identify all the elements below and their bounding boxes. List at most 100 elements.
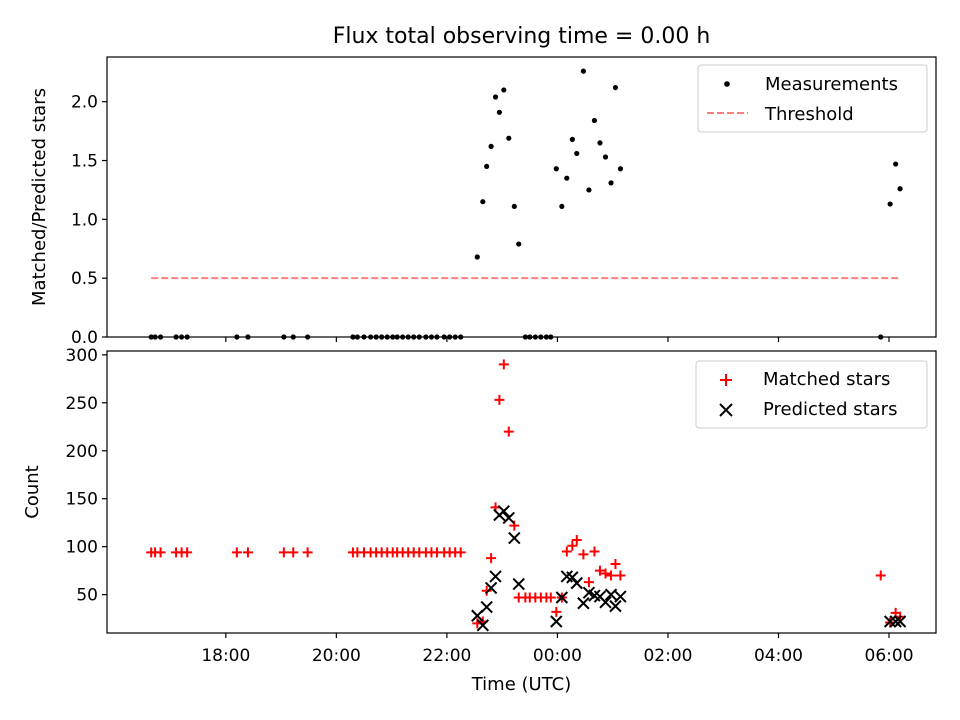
top-panel: 0.00.51.01.52.0 Matched/Predicted stars … (29, 56, 937, 348)
matched-star-point (288, 547, 299, 558)
measurement-point (597, 140, 603, 146)
matched-star-point (545, 592, 556, 603)
measurement-point (574, 150, 580, 157)
top-y-tick-label: 1.0 (71, 210, 98, 230)
bottom-y-tick-label: 50 (76, 586, 98, 606)
bottom-axes-frame (106, 350, 937, 634)
measurement-point (480, 199, 486, 205)
bottom-y-tick-label: 250 (66, 394, 98, 414)
chart-title: Flux total observing time = 0.00 h (333, 24, 711, 49)
measurement-point (580, 68, 586, 74)
predicted-star-point (889, 615, 902, 628)
predicted-star-point (577, 597, 590, 610)
x-tick-label: 22:00 (422, 646, 471, 666)
predicted-star-point (484, 581, 498, 595)
matched-star-point (610, 558, 621, 569)
measurement-point (893, 161, 899, 167)
matched-star-point (615, 570, 626, 581)
measurement-point (617, 166, 624, 172)
matched-star-point (231, 547, 242, 558)
matched-star-point (455, 547, 466, 558)
measurement-point (559, 203, 565, 210)
matched-star-point (302, 547, 313, 558)
bottom-y-axis-label: Count (22, 465, 43, 518)
top-y-axis-label: Matched/Predicted stars (29, 88, 50, 306)
x-marker-icon (719, 403, 733, 417)
plus-marker-icon (720, 374, 732, 386)
predicted-star-point (502, 511, 515, 525)
bottom-panel: 50 100 150 200 250 300 18:00 20:00 22:00 00:00 02… (22, 346, 937, 695)
x-tick-label: 02:00 (643, 646, 692, 666)
matched-star-point (567, 540, 578, 551)
bottom-y-tick-label: 100 (66, 538, 98, 558)
measurement-point (887, 201, 893, 207)
measurement-point (496, 109, 502, 115)
predicted-star-point (480, 600, 493, 614)
measurement-point (612, 84, 619, 91)
matched-star-point (278, 547, 289, 558)
matched-star-point (182, 547, 193, 558)
predicted-star-point (604, 588, 618, 601)
matched-star-point (583, 577, 594, 588)
matched-star-point (578, 549, 589, 560)
x-tick-label: 06:00 (865, 646, 914, 666)
predicted-star-point (570, 576, 583, 590)
x-tick-label: 04:00 (754, 646, 803, 666)
top-y-tick-label: 1.5 (71, 152, 98, 172)
matched-star-point (481, 585, 492, 596)
matched-star-point (242, 547, 253, 558)
top-plot-area (148, 68, 903, 340)
predicted-star-point (883, 615, 897, 628)
x-tick-label: 00:00 (533, 646, 582, 666)
measurement-point (564, 175, 570, 181)
legend-measurements-label: Measurements (765, 74, 898, 95)
top-axes-frame (106, 56, 937, 338)
top-legend-box (697, 64, 928, 133)
matched-star-point (486, 553, 497, 564)
measurement-point (506, 135, 512, 141)
matched-star-point (503, 426, 514, 437)
predicted-star-point (550, 615, 563, 628)
predicted-star-point (599, 596, 612, 609)
measurement-point (586, 187, 592, 193)
matched-star-point (606, 570, 617, 581)
measurement-point (569, 136, 575, 142)
matched-star-point (571, 534, 582, 545)
predicted-star-point (555, 591, 569, 604)
predicted-star-point (508, 531, 521, 545)
bottom-y-ticks: 50 100 150 200 250 300 (66, 346, 107, 606)
predicted-star-point (893, 615, 907, 628)
predicted-star-point (614, 590, 627, 603)
measurement-point (516, 241, 522, 247)
bottom-y-tick-label: 200 (66, 442, 98, 462)
bottom-legend: Matched stars Predicted stars (695, 360, 928, 429)
measurement-point (608, 180, 614, 186)
x-axis-label: Time (UTC) (471, 674, 572, 695)
matched-star-point (155, 547, 166, 558)
matched-star-point (875, 570, 886, 581)
measurement-point (602, 154, 609, 160)
legend-predicted-label: Predicted stars (763, 399, 897, 420)
predicted-star-point (489, 570, 502, 583)
bottom-y-tick-label: 150 (66, 490, 98, 510)
measurement-point (897, 186, 903, 192)
predicted-star-point (497, 504, 511, 518)
matched-star-point (561, 546, 572, 557)
measurement-point (511, 203, 517, 210)
matched-star-point (551, 606, 562, 617)
x-tick-label: 18:00 (201, 646, 250, 666)
matched-star-point (589, 546, 600, 557)
matched-star-point (600, 568, 611, 579)
predicted-star-point (476, 619, 490, 632)
top-y-tick-label: 0.5 (71, 269, 98, 289)
predicted-star-point (512, 577, 525, 591)
bottom-y-tick-label: 300 (66, 346, 98, 366)
legend-matched-label: Matched stars (763, 369, 890, 390)
legend-threshold-label: Threshold (764, 104, 854, 125)
measurement-point (488, 143, 494, 150)
bottom-x-ticks: 18:00 20:00 22:00 00:00 02:00 04:00 06:00 (201, 633, 914, 666)
top-y-tick-label: 2.0 (71, 93, 98, 113)
measurement-point (474, 254, 480, 260)
top-legend: Measurements Threshold (697, 64, 928, 133)
